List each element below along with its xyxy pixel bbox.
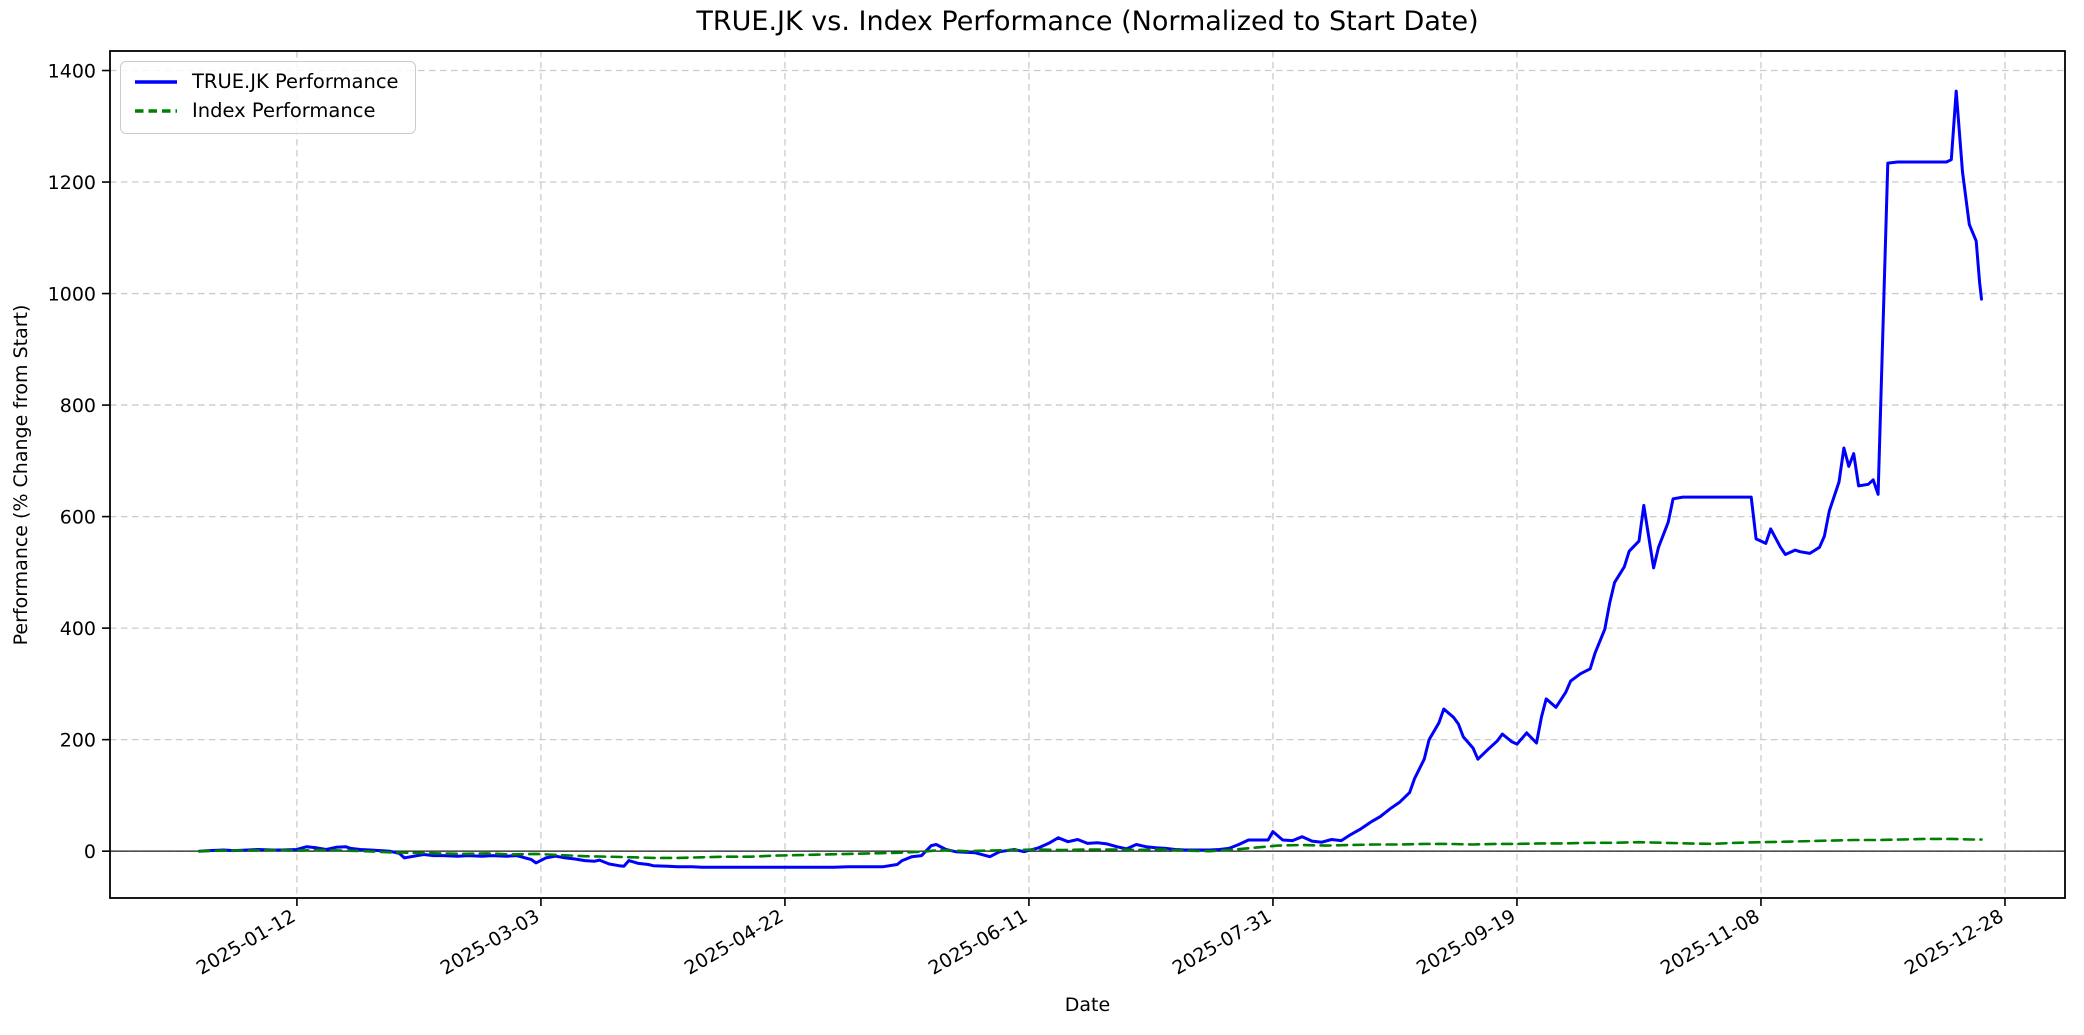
- y-axis-title: Performance (% Change from Start): [10, 304, 32, 646]
- x-tick-label: 2025-09-19: [1413, 905, 1520, 979]
- series-line-index: [198, 837, 1983, 860]
- series-line-true-jk: [197, 89, 1983, 869]
- y-tick-label: 0: [84, 841, 96, 863]
- legend-label-index: Index Performance: [192, 99, 376, 122]
- x-tick-label: 2025-11-08: [1657, 905, 1764, 979]
- y-tick-label: 1000: [48, 284, 96, 306]
- legend-label-true-jk: TRUE.JK Performance: [192, 70, 399, 93]
- y-tick-label: 1200: [48, 172, 96, 194]
- y-tick-label: 600: [60, 507, 96, 529]
- x-tick-label: 2025-07-31: [1169, 905, 1276, 979]
- x-tick-label: 2025-03-03: [437, 905, 544, 979]
- x-tick-label: 2025-06-11: [925, 905, 1032, 979]
- axes-spines: [109, 50, 2066, 899]
- legend: TRUE.JK Performance Index Performance: [120, 61, 416, 134]
- y-tick-label: 1400: [48, 61, 96, 83]
- y-tick-label: 200: [60, 730, 96, 752]
- legend-entry-true-jk: TRUE.JK Performance: [133, 71, 399, 93]
- y-tick-label: 800: [60, 395, 96, 417]
- legend-line-solid-icon: [135, 80, 177, 84]
- x-tick-label: 2025-12-28: [1901, 905, 2008, 979]
- legend-line-dashed-icon: [135, 109, 177, 113]
- x-tick-label: 2025-04-22: [681, 905, 788, 979]
- x-tick-label: 2025-01-12: [193, 905, 300, 979]
- chart-title: TRUE.JK vs. Index Performance (Normalize…: [696, 6, 1479, 37]
- y-tick-label: 400: [60, 618, 96, 640]
- legend-entry-index: Index Performance: [133, 100, 399, 122]
- x-axis-title: Date: [1064, 994, 1111, 1016]
